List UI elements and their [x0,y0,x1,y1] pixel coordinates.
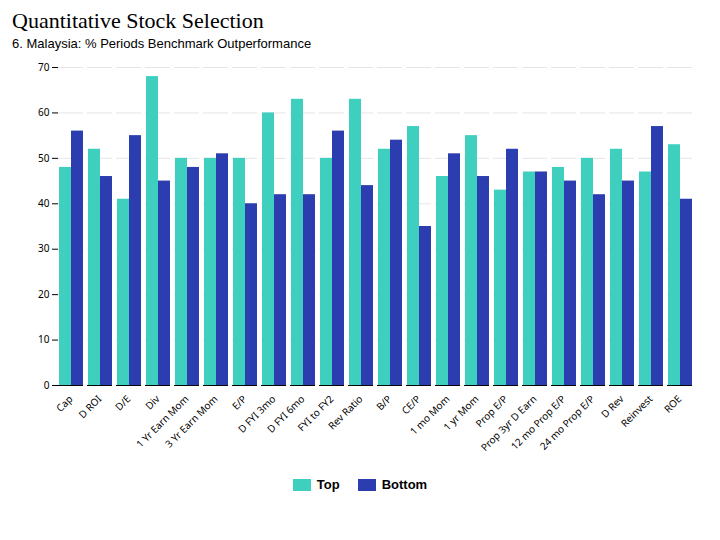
html-text:Bottom: Bottom [381,477,428,492]
svg-text:Cap: Cap [53,392,76,415]
svg-text:20: 20 [38,287,50,301]
html-text:6. Malaysia: % Periods Benchma: 6. Malaysia: % Periods Benchmark Outperf… [12,36,312,51]
svg-text:D Rev: D Rev [597,391,627,421]
svg-text:ROE: ROE [661,392,685,416]
svg-text:D/E: D/E [112,392,134,414]
svg-text:1 Yr Earn Mom: 1 Yr Earn Mom [132,391,192,451]
svg-text:E/P: E/P [229,392,250,413]
svg-text:Div: Div [142,391,163,412]
svg-text:1 yr Mom: 1 yr Mom [440,392,481,433]
svg-text:50: 50 [38,151,50,165]
svg-text:D FYI 6mo: D FYI 6mo [263,391,308,436]
svg-text:CE/P: CE/P [398,392,423,417]
svg-text:24 mo Prop E/P: 24 mo Prop E/P [536,392,597,453]
svg-text:Rev Ratio: Rev Ratio [325,392,366,433]
svg-text:60: 60 [38,105,50,119]
svg-text:D ROI: D ROI [75,392,104,421]
svg-text:40: 40 [38,196,50,210]
svg-text:0: 0 [44,378,50,392]
svg-text:Prop E/P: Prop E/P [472,391,511,431]
svg-text:3 Yr Earn Mom: 3 Yr Earn Mom [162,392,221,451]
svg-text:30: 30 [38,241,50,255]
svg-text:B/P: B/P [373,392,394,413]
svg-text:10: 10 [38,332,50,346]
svg-text:Reinvest: Reinvest [617,392,655,430]
html-text:Top: Top [316,477,340,492]
svg-text:70: 70 [38,60,50,74]
svg-text:Prop 3yr D Earn: Prop 3yr D Earn [477,391,540,454]
svg-text:D FYI 3mo: D FYI 3mo [234,391,279,436]
svg-text:FYI to FY2: FYI to FY2 [294,391,337,434]
svg-text:1 mo Mom: 1 mo Mom [407,392,453,438]
html-text:Quantitative Stock Selection: Quantitative Stock Selection [12,8,264,33]
svg-text:12 mo Prop E/P: 12 mo Prop E/P [507,391,569,453]
